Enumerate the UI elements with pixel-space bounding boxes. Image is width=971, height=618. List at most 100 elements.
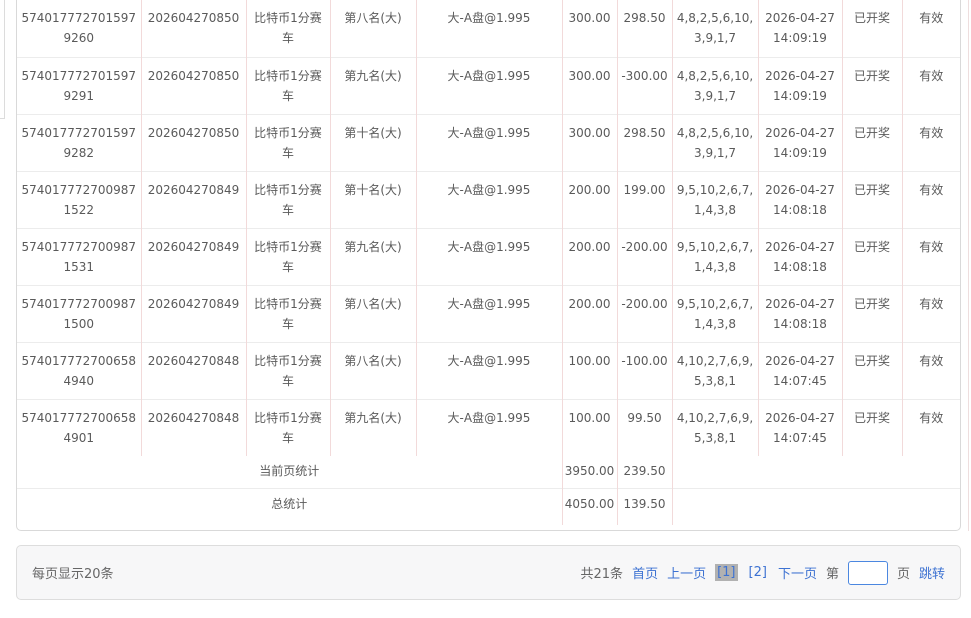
cell-validity: 有效 — [901, 0, 960, 57]
cell-play-type: 第十名(大) — [329, 113, 416, 171]
pagination-bar: 每页显示20条 共21条 首页 上一页 [1] [2] 下一页 第 页 跳转 — [16, 545, 961, 600]
cell-validity: 有效 — [901, 398, 960, 456]
cell-order-id: 5740177727006584940 — [17, 341, 141, 399]
cell-play-type: 第九名(大) — [329, 398, 416, 456]
cell-period: 202604270849 — [140, 170, 246, 228]
table-row: 5740177727009871500 202604270849 比特币1分赛车… — [17, 284, 960, 342]
cell-bet-content: 大-A盘@1.995 — [415, 113, 562, 171]
total-count-label: 共21条 — [580, 567, 624, 582]
next-page-link[interactable]: 下一页 — [777, 567, 817, 582]
cell-order-id: 5740177727006584901 — [17, 398, 141, 456]
per-page-label: 每页显示20条 — [32, 567, 114, 582]
cell-draw-status: 已开奖 — [841, 284, 902, 342]
cell-bet-content: 大-A盘@1.995 — [415, 398, 562, 456]
cropped-panel-corner — [0, 0, 5, 119]
cell-period: 202604270848 — [140, 341, 246, 399]
cell-period: 202604270850 — [140, 0, 246, 57]
cell-validity: 有效 — [901, 227, 960, 285]
cell-game-name: 比特币1分赛车 — [245, 341, 330, 399]
cropped-right-edge-line — [968, 0, 969, 531]
cell-time: 2026-04-27 14:08:18 — [757, 284, 842, 342]
cell-play-type: 第九名(大) — [329, 56, 416, 114]
cell-order-id: 5740177727015979291 — [17, 56, 141, 114]
cell-amount: 200.00 — [561, 284, 617, 342]
grand-total-amount: 4050.00 — [561, 487, 617, 525]
cell-validity: 有效 — [901, 284, 960, 342]
cell-draw-status: 已开奖 — [841, 170, 902, 228]
cell-draw-result: 9,5,10,2,6,7,1,4,3,8 — [671, 284, 758, 342]
cell-period: 202604270849 — [140, 227, 246, 285]
cell-draw-result: 4,8,2,5,6,10,3,9,1,7 — [671, 0, 758, 57]
cell-draw-result: 4,10,2,7,6,9,5,3,8,1 — [671, 398, 758, 456]
cell-time: 2026-04-27 14:09:19 — [757, 113, 842, 171]
cell-draw-status: 已开奖 — [841, 341, 902, 399]
cell-amount: 200.00 — [561, 227, 617, 285]
cell-time: 2026-04-27 14:07:45 — [757, 341, 842, 399]
cell-time: 2026-04-27 14:08:18 — [757, 170, 842, 228]
cell-amount: 300.00 — [561, 56, 617, 114]
cell-period: 202604270849 — [140, 284, 246, 342]
current-page-summary-label: 当前页统计 — [259, 464, 320, 478]
cell-bet-content: 大-A盘@1.995 — [415, 341, 562, 399]
cell-win-loss: 199.00 — [616, 170, 672, 228]
cell-draw-result: 9,5,10,2,6,7,1,4,3,8 — [671, 227, 758, 285]
grand-total-label: 总统计 — [17, 487, 562, 525]
cell-play-type: 第八名(大) — [329, 284, 416, 342]
bet-records-panel: 5740177727015979260 202604270850 比特币1分赛车… — [16, 0, 961, 531]
cell-order-id: 5740177727009871500 — [17, 284, 141, 342]
current-page-total-amount: 3950.00 — [561, 456, 617, 488]
cell-game-name: 比特币1分赛车 — [245, 284, 330, 342]
page-number-links: [1] [2] — [715, 564, 769, 581]
prev-page-link[interactable]: 上一页 — [667, 567, 707, 582]
cell-game-name: 比特币1分赛车 — [245, 398, 330, 456]
cell-draw-result: 9,5,10,2,6,7,1,4,3,8 — [671, 170, 758, 228]
cell-win-loss: 298.50 — [616, 113, 672, 171]
jump-button[interactable]: 跳转 — [918, 567, 945, 582]
cell-validity: 有效 — [901, 113, 960, 171]
bet-records-table: 5740177727015979260 202604270850 比特币1分赛车… — [17, 0, 960, 525]
cell-time: 2026-04-27 14:09:19 — [757, 56, 842, 114]
cell-draw-result: 4,8,2,5,6,10,3,9,1,7 — [671, 113, 758, 171]
grand-total-win-loss: 139.50 — [616, 487, 672, 525]
table-row: 5740177727006584901 202604270848 比特币1分赛车… — [17, 398, 960, 456]
cell-draw-result: 4,10,2,7,6,9,5,3,8,1 — [671, 341, 758, 399]
cell-time: 2026-04-27 14:07:45 — [757, 398, 842, 456]
cell-draw-status: 已开奖 — [841, 56, 902, 114]
cell-amount: 200.00 — [561, 170, 617, 228]
table-row: 5740177727009871522 202604270849 比特币1分赛车… — [17, 170, 960, 228]
cell-order-id: 5740177727015979282 — [17, 113, 141, 171]
cell-game-name: 比特币1分赛车 — [245, 56, 330, 114]
cell-order-id: 5740177727009871531 — [17, 227, 141, 285]
current-page-summary-row: 当前页统计 3950.00 239.50 — [17, 456, 960, 488]
current-page-total-win-loss: 239.50 — [616, 456, 672, 488]
page-number-link[interactable]: [2] — [748, 565, 767, 580]
cell-bet-content: 大-A盘@1.995 — [415, 56, 562, 114]
cell-period: 202604270850 — [140, 56, 246, 114]
cell-order-id: 5740177727015979260 — [21, 11, 137, 45]
cell-draw-result: 4,8,2,5,6,10,3,9,1,7 — [671, 56, 758, 114]
table-row: 5740177727006584940 202604270848 比特币1分赛车… — [17, 341, 960, 399]
table-row: 5740177727015979260 202604270850 比特币1分赛车… — [17, 0, 960, 57]
cell-validity: 有效 — [901, 170, 960, 228]
cell-time: 2026-04-27 14:09:19 — [757, 0, 842, 57]
cell-bet-content: 大-A盘@1.995 — [415, 170, 562, 228]
cell-draw-status: 已开奖 — [841, 0, 902, 57]
cell-period: 202604270850 — [140, 113, 246, 171]
pagination-controls: 共21条 首页 上一页 [1] [2] 下一页 第 页 跳转 — [580, 560, 945, 585]
cell-game-name: 比特币1分赛车 — [245, 170, 330, 228]
first-page-link[interactable]: 首页 — [632, 567, 659, 582]
cell-amount: 300.00 — [561, 0, 617, 57]
cell-win-loss: -100.00 — [616, 341, 672, 399]
grand-total-summary-empty — [671, 487, 960, 525]
cell-bet-content: 大-A盘@1.995 — [415, 227, 562, 285]
cell-game-name: 比特币1分赛车 — [245, 0, 330, 57]
cell-play-type: 第八名(大) — [329, 341, 416, 399]
jump-page-input[interactable] — [847, 560, 888, 585]
cell-draw-status: 已开奖 — [841, 398, 902, 456]
cell-draw-status: 已开奖 — [841, 227, 902, 285]
page-number-link[interactable]: [1] — [715, 564, 738, 581]
cell-play-type: 第九名(大) — [329, 227, 416, 285]
table-row: 5740177727015979282 202604270850 比特币1分赛车… — [17, 113, 960, 171]
cell-play-type: 第八名(大) — [329, 0, 416, 57]
cell-win-loss: -200.00 — [616, 227, 672, 285]
